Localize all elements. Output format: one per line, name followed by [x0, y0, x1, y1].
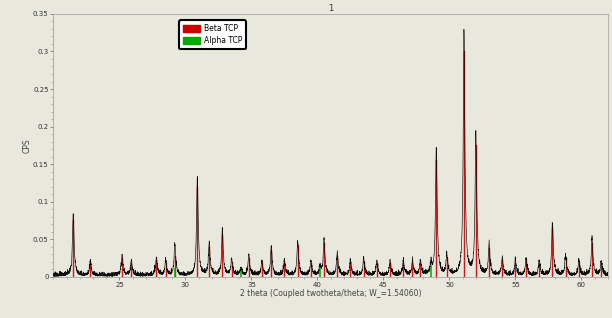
Title: 1: 1	[328, 4, 334, 13]
X-axis label: 2 theta (Coupled twotheta/theta; W_=1.54060): 2 theta (Coupled twotheta/theta; W_=1.54…	[240, 289, 422, 298]
Y-axis label: CPS: CPS	[23, 138, 32, 153]
Legend: Beta TCP, Alpha TCP: Beta TCP, Alpha TCP	[179, 20, 246, 49]
